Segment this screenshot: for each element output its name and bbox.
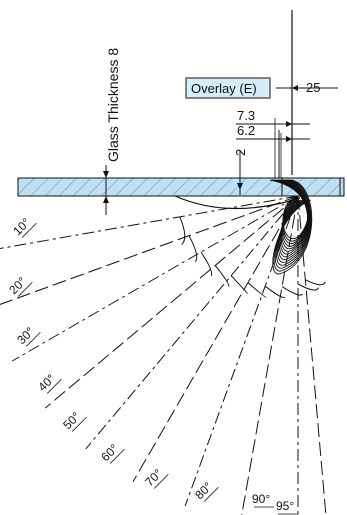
door-sweep-line (0, 196, 298, 253)
door-sweep-line (45, 196, 298, 408)
door-edge-arc (231, 276, 247, 294)
angle-label: 10° (10, 215, 33, 238)
angle-label-group: 10° 20° 30° 40°50° 60° 70° 80° 90° 95° (6, 215, 298, 514)
angle-label: 50° (60, 409, 83, 432)
door-closed-arc (175, 196, 300, 209)
dim-6-2-arrow (286, 136, 292, 142)
angle-label: 30° (14, 324, 37, 347)
glass-dim-arrow-bottom (103, 196, 109, 203)
dim-7-3-arrow (286, 121, 292, 127)
door-sweep-line (241, 196, 298, 515)
angle-label: 80° (192, 479, 215, 502)
door-sweep-line (86, 196, 298, 449)
door-edge-arc (215, 265, 229, 286)
door-edge-arc (180, 217, 185, 245)
door-sweep-line (0, 196, 298, 309)
door-edge-arc (282, 287, 302, 295)
door-edge-arc (298, 284, 319, 290)
angle-label: 20° (6, 274, 29, 297)
angle-label: 60° (98, 441, 121, 464)
dim-2-label: 2 (233, 149, 248, 156)
dim-7-3-label: 7.3 (237, 108, 255, 123)
angle-label: 40° (35, 371, 58, 394)
overlay-label: Overlay (E) (191, 81, 257, 96)
door-edge-arc (265, 286, 285, 297)
angle-label: 95° (276, 499, 294, 513)
dim-6-2-label: 6.2 (237, 123, 255, 138)
glass-thickness-label: Glass Thickness 8 (105, 48, 121, 162)
glass-dim-arrow-top (103, 171, 109, 178)
door-edge-arc (305, 280, 325, 285)
dim-25-arrow (292, 85, 298, 91)
dim-25-label: 25 (306, 80, 320, 95)
angle-label: 70° (142, 466, 165, 489)
angle-label: 90° (252, 492, 270, 506)
